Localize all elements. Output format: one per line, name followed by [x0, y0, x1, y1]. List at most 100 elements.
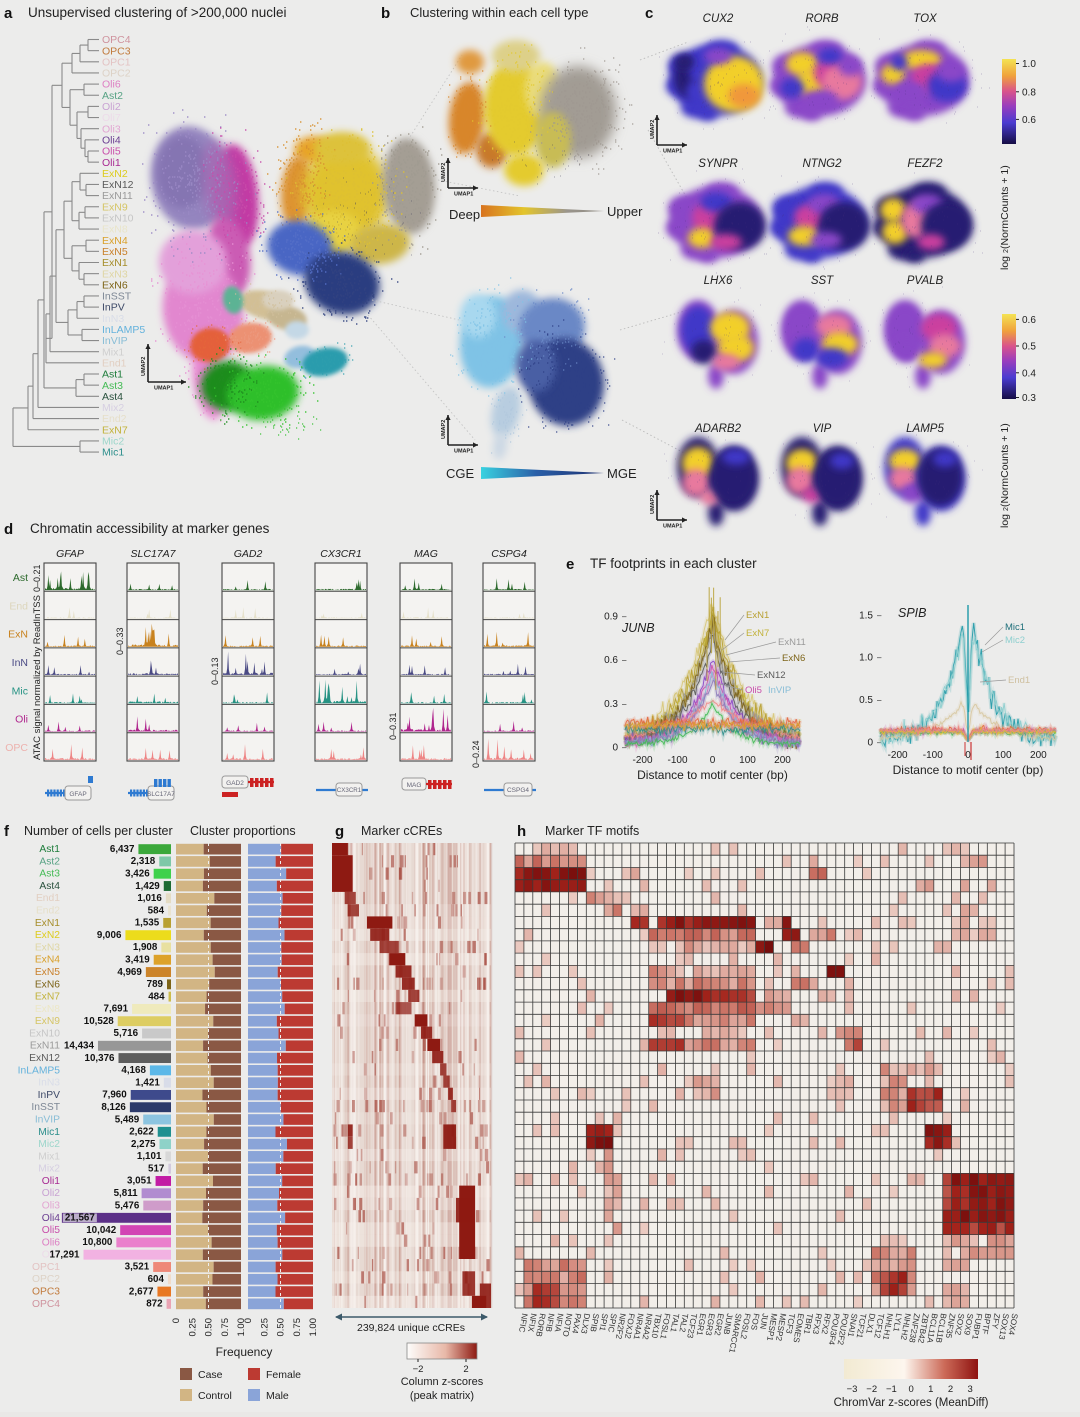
- svg-text:RORB: RORB: [534, 1313, 547, 1338]
- svg-text:−1: −1: [886, 1384, 897, 1395]
- svg-text:GAD2: GAD2: [234, 548, 263, 560]
- svg-text:ExN12: ExN12: [29, 1053, 60, 1064]
- svg-text:10,376: 10,376: [85, 1053, 116, 1064]
- svg-text:Marker TF motifs: Marker TF motifs: [545, 824, 639, 838]
- svg-text:Mic1: Mic1: [38, 1127, 60, 1138]
- svg-text:0: 0: [965, 750, 971, 761]
- svg-text:c: c: [645, 5, 653, 22]
- svg-text:Control: Control: [198, 1390, 232, 1402]
- svg-text:NFIB: NFIB: [544, 1313, 556, 1333]
- svg-text:Column z-scores: Column z-scores: [401, 1376, 484, 1388]
- svg-text:GAD2: GAD2: [226, 780, 244, 787]
- svg-text:ExN10: ExN10: [29, 1028, 60, 1039]
- svg-text:MAG: MAG: [414, 548, 438, 560]
- svg-text:–: –: [877, 738, 882, 747]
- svg-text:–: –: [622, 612, 627, 621]
- svg-text:SPI1: SPI1: [597, 1313, 609, 1332]
- svg-text:Oli3: Oli3: [102, 123, 121, 135]
- svg-text:ExN6: ExN6: [782, 653, 805, 664]
- svg-text:UMAP1: UMAP1: [454, 449, 473, 455]
- svg-text:MAG: MAG: [407, 782, 422, 789]
- svg-text:239,824 unique cCREs: 239,824 unique cCREs: [357, 1322, 465, 1334]
- svg-text:−2: −2: [866, 1384, 877, 1395]
- svg-text:604: 604: [148, 1274, 165, 1285]
- svg-text:b: b: [381, 5, 390, 22]
- svg-text:Ast: Ast: [13, 572, 28, 584]
- svg-text:SPIB: SPIB: [588, 1313, 600, 1333]
- svg-text:517: 517: [148, 1163, 165, 1174]
- svg-text:log: log: [999, 256, 1011, 270]
- svg-text:CGE: CGE: [446, 466, 475, 481]
- svg-text:0.75: 0.75: [292, 1318, 303, 1337]
- svg-text:End1: End1: [102, 357, 127, 369]
- svg-text:OPC3: OPC3: [32, 1287, 60, 1298]
- svg-text:RORB: RORB: [805, 13, 839, 25]
- svg-text:Mic2: Mic2: [102, 436, 124, 448]
- svg-text:ExN11: ExN11: [778, 637, 806, 648]
- svg-text:2: 2: [1003, 507, 1010, 511]
- svg-text:0.25: 0.25: [259, 1318, 270, 1337]
- svg-text:UMAP2: UMAP2: [441, 420, 447, 439]
- svg-text:0: 0: [908, 1384, 913, 1395]
- svg-text:2,318: 2,318: [131, 856, 156, 867]
- svg-text:RFX2: RFX2: [820, 1313, 833, 1336]
- svg-text:ExN6: ExN6: [35, 979, 60, 990]
- svg-text:InVIP: InVIP: [768, 685, 791, 696]
- svg-text:TCF21: TCF21: [855, 1313, 868, 1340]
- svg-text:0.6: 0.6: [1022, 315, 1036, 326]
- svg-text:1,101: 1,101: [137, 1151, 162, 1162]
- svg-text:5,811: 5,811: [114, 1188, 139, 1199]
- svg-text:End2: End2: [102, 413, 127, 425]
- svg-text:0.8: 0.8: [1022, 87, 1036, 98]
- svg-text:−2: −2: [413, 1364, 424, 1375]
- svg-text:TAL2: TAL2: [677, 1313, 689, 1334]
- svg-text:LHX6: LHX6: [704, 275, 733, 287]
- svg-text:InVIP: InVIP: [102, 335, 128, 347]
- svg-text:Oli7: Oli7: [102, 112, 121, 124]
- svg-text:100: 100: [739, 755, 756, 766]
- svg-text:Deep: Deep: [449, 207, 480, 222]
- svg-text:ExN5: ExN5: [35, 967, 60, 978]
- svg-text:End1: End1: [1008, 675, 1030, 686]
- svg-text:1,429: 1,429: [135, 881, 160, 892]
- svg-text:2: 2: [463, 1364, 468, 1375]
- svg-text:OPC1: OPC1: [32, 1262, 60, 1273]
- svg-text:ExN4: ExN4: [35, 955, 60, 966]
- svg-text:Oli: Oli: [15, 714, 28, 726]
- svg-text:Distance to motif center (bp): Distance to motif center (bp): [893, 763, 1044, 777]
- svg-text:0: 0: [171, 1318, 182, 1323]
- svg-text:UMAP1: UMAP1: [663, 524, 682, 530]
- svg-text:ExN5: ExN5: [102, 246, 128, 258]
- svg-text:PAX4: PAX4: [570, 1313, 582, 1335]
- svg-text:MGE: MGE: [607, 466, 637, 481]
- svg-text:ExN8: ExN8: [102, 224, 128, 236]
- svg-text:LYL1: LYL1: [891, 1313, 903, 1333]
- svg-text:1.0: 1.0: [1022, 59, 1036, 70]
- svg-text:0.9: 0.9: [604, 611, 618, 622]
- svg-text:3,419: 3,419: [125, 954, 150, 965]
- svg-text:1.5: 1.5: [859, 610, 873, 621]
- svg-text:OPC1: OPC1: [102, 56, 131, 68]
- svg-text:0: 0: [243, 1318, 254, 1323]
- svg-text:UMAP1: UMAP1: [454, 192, 473, 198]
- svg-text:17,291: 17,291: [50, 1249, 81, 1260]
- svg-text:CX3CR1: CX3CR1: [320, 548, 361, 560]
- svg-text:Ast2: Ast2: [39, 856, 60, 867]
- svg-text:0.4: 0.4: [1022, 368, 1036, 379]
- svg-text:484: 484: [148, 991, 165, 1002]
- svg-text:InPV: InPV: [102, 302, 125, 314]
- svg-text:–: –: [622, 743, 627, 752]
- svg-text:Mic2: Mic2: [1005, 635, 1025, 646]
- svg-text:Oli7: Oli7: [42, 1250, 61, 1261]
- svg-text:–: –: [877, 696, 882, 705]
- svg-text:NFIA: NFIA: [553, 1313, 565, 1333]
- svg-text:Oli4: Oli4: [42, 1213, 61, 1224]
- svg-text:OPC4: OPC4: [102, 34, 131, 46]
- svg-text:CUX2: CUX2: [703, 13, 734, 25]
- svg-text:872: 872: [146, 1299, 163, 1310]
- svg-text:0–0.31: 0–0.31: [388, 712, 398, 740]
- svg-text:ExN1: ExN1: [746, 610, 769, 621]
- svg-text:4,168: 4,168: [121, 1065, 146, 1076]
- svg-text:SPIB: SPIB: [898, 606, 927, 620]
- svg-text:21,567: 21,567: [65, 1213, 96, 1224]
